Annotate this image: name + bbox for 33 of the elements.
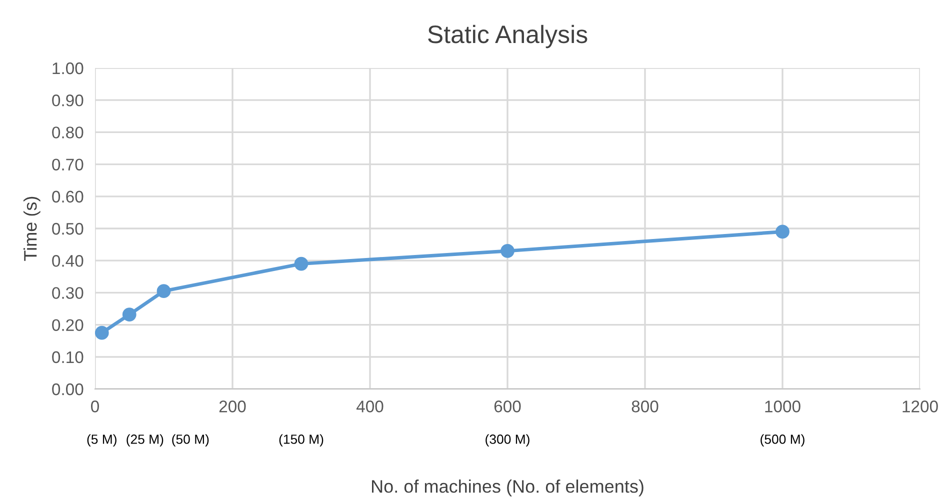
x-tick-label: 0 (91, 400, 99, 412)
x-tick-label: 1200 (902, 400, 938, 412)
y-tick-label: 0.10 (52, 351, 84, 364)
point (122, 308, 136, 322)
y-tick-label: 0.60 (52, 190, 84, 203)
point (156, 284, 171, 298)
y-tick-label: 1.00 (52, 62, 84, 74)
point (500, 244, 514, 258)
y-tick-label: 0.70 (52, 158, 84, 171)
chart-title: Static Analysis (428, 24, 588, 48)
text: (25 M) (126, 434, 164, 447)
x-axis-title: No. of machines (No. of elements) (372, 480, 644, 496)
y-tick-label: 0.40 (52, 255, 84, 267)
text: (150 M) (279, 434, 324, 447)
y-tick-label: 0.20 (52, 319, 84, 332)
y-tick-label: 0.80 (52, 126, 84, 138)
x-tick-label: 1000 (765, 400, 800, 412)
y-tick-label: 0.00 (52, 383, 84, 396)
text: (50 M) (172, 434, 209, 447)
point (95, 326, 109, 340)
y-tick-label: 0.50 (52, 222, 84, 235)
x-tick-label: 200 (219, 400, 246, 412)
y-axis-title: Time (s) (24, 196, 40, 261)
text: (5 M) (87, 434, 116, 447)
point (294, 256, 308, 271)
y-tick-label: 0.30 (52, 287, 84, 299)
text: (300 M) (486, 434, 530, 447)
x-tick-label: 600 (494, 400, 521, 412)
text: (500 M) (760, 434, 804, 447)
x-tick-label: 400 (356, 400, 384, 412)
x-tick-label: 800 (632, 400, 658, 412)
point (776, 224, 790, 239)
y-tick-label: 0.90 (52, 94, 84, 106)
